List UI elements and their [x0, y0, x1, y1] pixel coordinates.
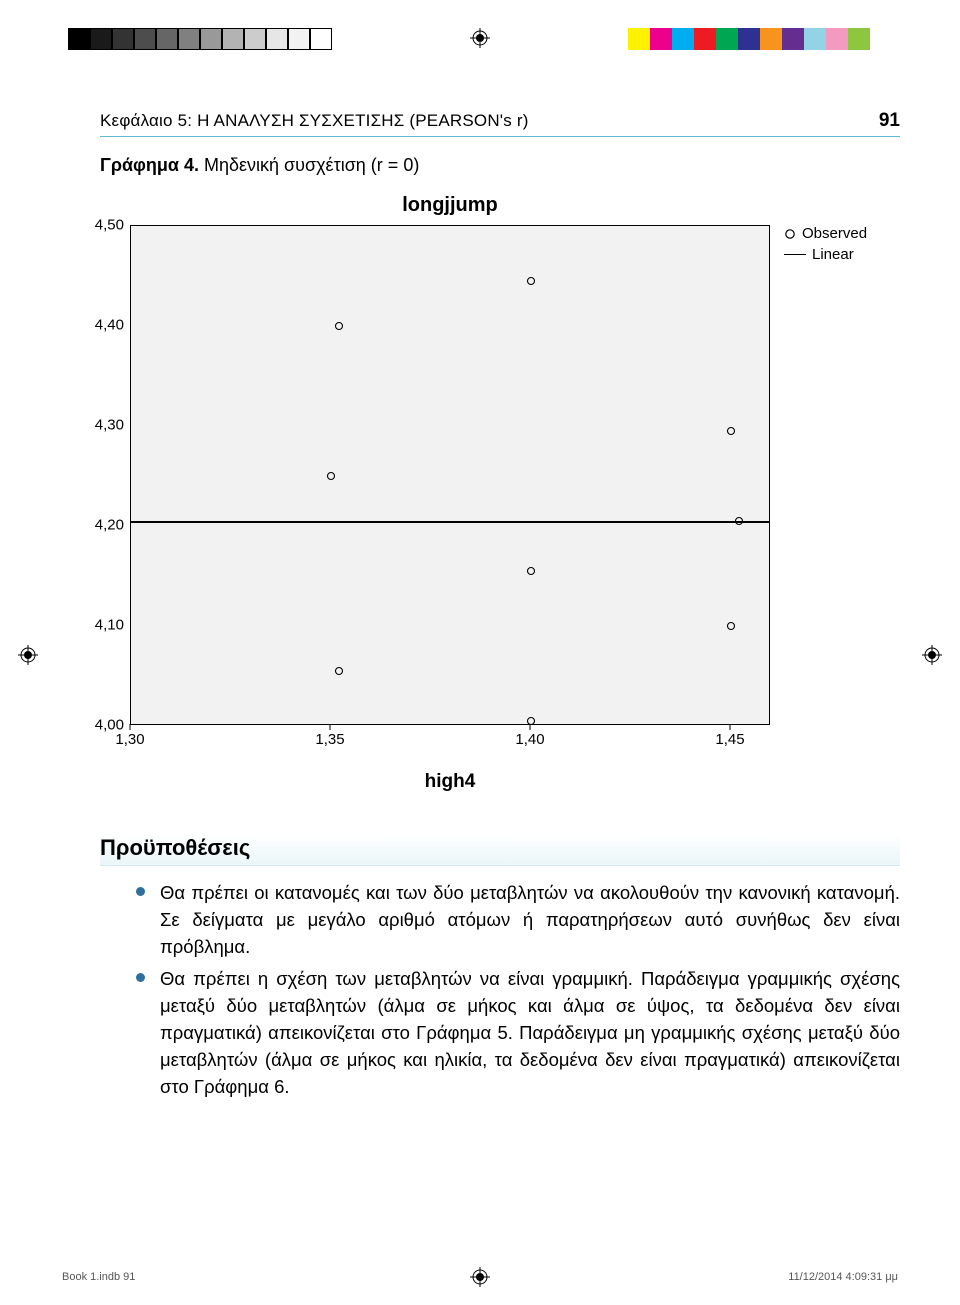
legend-marker-observed-icon: [784, 228, 796, 240]
scatter-chart: longjjump 4,004,104,204,304,404,50 Obser…: [80, 194, 900, 793]
y-tick-label: 4,20: [95, 517, 124, 534]
swatch: [760, 28, 782, 50]
data-point: [527, 567, 536, 576]
x-tick-label: 1,30: [115, 731, 144, 748]
swatch: [156, 28, 178, 50]
page-number: 91: [879, 110, 900, 132]
y-tick-label: 4,10: [95, 617, 124, 634]
x-tick-label: 1,40: [515, 731, 544, 748]
swatch: [288, 28, 310, 50]
swatch: [738, 28, 760, 50]
trendline: [131, 521, 769, 523]
y-axis: 4,004,104,204,304,404,50: [80, 225, 130, 725]
page-footer: Book 1.indb 91 11/12/2014 4:09:31 μμ: [62, 1271, 898, 1283]
swatch: [826, 28, 848, 50]
swatch: [244, 28, 266, 50]
figure-caption: Γράφημα 4. Μηδενική συσχέτιση (r = 0): [100, 155, 900, 176]
grayscale-calibration-bar: [68, 28, 332, 50]
swatch: [804, 28, 826, 50]
data-point: [335, 667, 344, 676]
data-point: [727, 427, 736, 436]
swatch: [650, 28, 672, 50]
data-point: [327, 472, 336, 481]
bullet-item: Θα πρέπει οι κατανομές και των δύο μεταβ…: [136, 880, 900, 960]
swatch: [848, 28, 870, 50]
x-tick-label: 1,35: [315, 731, 344, 748]
figure-caption-sub: Μηδενική συσχέτιση (r = 0): [199, 155, 419, 175]
registration-mark-top: [470, 28, 490, 48]
y-tick-label: 4,40: [95, 317, 124, 334]
chapter-title: Κεφάλαιο 5: Η ΑΝΑΛΥΣΗ ΣΥΣΧΕΤΙΣΗΣ (PEARSO…: [100, 111, 529, 131]
chart-title: longjjump: [130, 194, 770, 217]
swatch: [90, 28, 112, 50]
legend-linear: Linear: [784, 246, 867, 263]
bullet-item: Θα πρέπει η σχέση των μεταβλητών να είνα…: [136, 966, 900, 1100]
chart-legend: Observed Linear: [784, 225, 867, 725]
legend-observed-label: Observed: [802, 225, 867, 242]
legend-linear-label: Linear: [812, 246, 854, 263]
plot-area: [130, 225, 770, 725]
swatch: [134, 28, 156, 50]
swatch: [68, 28, 90, 50]
legend-line-icon: [784, 254, 806, 256]
swatch: [112, 28, 134, 50]
footer-right: 11/12/2014 4:09:31 μμ: [788, 1271, 898, 1283]
data-point: [727, 622, 736, 631]
data-point: [527, 277, 536, 286]
x-axis-label: high4: [130, 771, 770, 793]
swatch: [200, 28, 222, 50]
color-calibration-bar: [628, 28, 892, 50]
x-tick-mark: [730, 724, 731, 730]
swatch: [782, 28, 804, 50]
swatch: [628, 28, 650, 50]
data-point: [735, 517, 744, 526]
y-tick-label: 4,30: [95, 417, 124, 434]
data-point: [335, 322, 344, 331]
swatch: [694, 28, 716, 50]
x-tick-mark: [530, 724, 531, 730]
bullet-list: Θα πρέπει οι κατανομές και των δύο μεταβ…: [136, 880, 900, 1101]
swatch: [870, 28, 892, 50]
footer-left: Book 1.indb 91: [62, 1271, 135, 1283]
registration-mark-right: [922, 645, 942, 665]
x-tick-mark: [130, 724, 131, 730]
swatch: [178, 28, 200, 50]
legend-observed: Observed: [784, 225, 867, 242]
x-axis: 1,301,351,401,45: [130, 725, 770, 765]
section-heading: Προϋποθέσεις: [100, 833, 900, 866]
x-tick-mark: [330, 724, 331, 730]
figure-caption-label: Γράφημα 4.: [100, 155, 199, 175]
swatch: [222, 28, 244, 50]
chapter-header: Κεφάλαιο 5: Η ΑΝΑΛΥΣΗ ΣΥΣΧΕΤΙΣΗΣ (PEARSO…: [100, 110, 900, 137]
x-tick-label: 1,45: [715, 731, 744, 748]
page-content: Κεφάλαιο 5: Η ΑΝΑΛΥΣΗ ΣΥΣΧΕΤΙΣΗΣ (PEARSO…: [100, 110, 900, 1107]
y-tick-label: 4,50: [95, 217, 124, 234]
registration-mark-left: [18, 645, 38, 665]
swatch: [716, 28, 738, 50]
swatch: [310, 28, 332, 50]
swatch: [672, 28, 694, 50]
swatch: [266, 28, 288, 50]
